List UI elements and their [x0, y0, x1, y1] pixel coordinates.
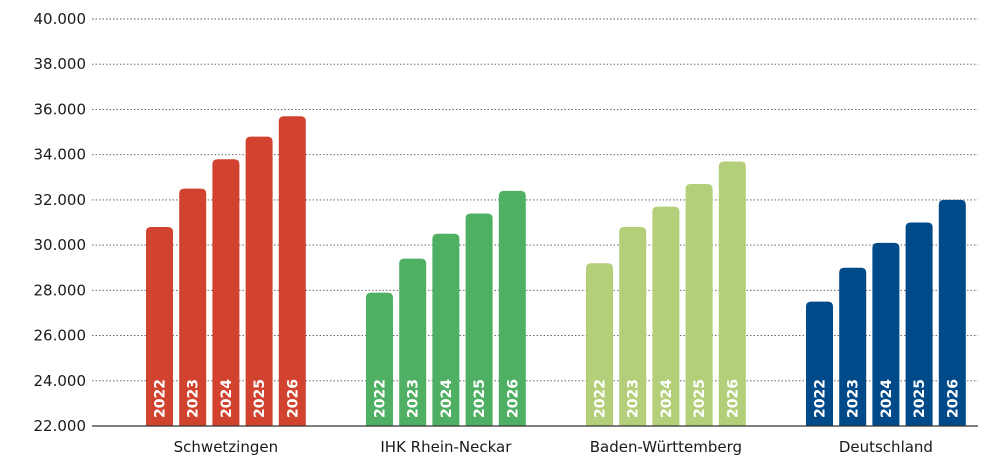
x-axis-category-labels: Schwetzingen IHK Rhein-Neckar Baden-Württe…: [174, 438, 933, 456]
bar-year-label: 2024: [879, 379, 895, 418]
y-tick-label: 24.000: [34, 372, 87, 390]
bar-year-label: 2022: [373, 379, 389, 418]
x-category-label: Baden-Württemberg: [590, 438, 742, 456]
x-category-label: Deutschland: [839, 438, 933, 456]
bar-year-label: 2024: [439, 379, 455, 418]
bar-year-label: 2026: [725, 379, 741, 418]
bar: [938, 199, 966, 426]
x-category-label: Schwetzingen: [174, 438, 278, 456]
bars: 2022 2023 2024 2025 2026 2022 2023 2024 2025 2026…: [146, 116, 966, 427]
y-axis-tick-labels: 22.000 24.000 26.000 28.000 30.000 32.000 34.0…: [34, 10, 87, 435]
bar: [465, 213, 493, 426]
y-tick-label: 22.000: [34, 417, 87, 435]
bar: [905, 222, 933, 426]
bar: [839, 267, 867, 426]
bar: [586, 263, 613, 426]
bar-year-label: 2023: [406, 379, 422, 418]
x-category-label: IHK Rhein-Neckar: [380, 438, 512, 456]
bar: [399, 258, 427, 426]
bar: [432, 233, 460, 426]
bar: [179, 188, 207, 426]
bar: [245, 136, 273, 427]
bar: [806, 301, 833, 426]
bar-year-label: 2025: [912, 379, 928, 418]
bar-year-label: 2025: [472, 379, 488, 418]
bar: [498, 190, 526, 426]
bar-year-label: 2025: [692, 379, 708, 418]
bar-year-label: 2026: [945, 379, 961, 418]
bar-year-label: 2022: [813, 379, 829, 418]
gridlines: [92, 18, 978, 382]
y-tick-label: 30.000: [34, 236, 87, 254]
y-tick-label: 26.000: [34, 327, 87, 345]
bar-year-label: 2022: [593, 379, 609, 418]
bar: [366, 292, 393, 426]
y-tick-label: 34.000: [34, 146, 87, 164]
y-tick-label: 38.000: [34, 55, 87, 73]
y-tick-label: 32.000: [34, 191, 87, 209]
bar-group: 2022 2023 2024 2025 2026: [586, 161, 746, 426]
bar: [146, 227, 173, 426]
bar: [212, 159, 240, 426]
bar-group: 2022 2023 2024 2025 2026: [806, 199, 966, 426]
bar-year-label: 2023: [846, 379, 862, 418]
y-tick-label: 36.000: [34, 100, 87, 118]
bar-year-label: 2022: [153, 379, 169, 418]
bar-year-label: 2026: [285, 379, 301, 418]
bar-year-label: 2026: [505, 379, 521, 418]
bar: [278, 116, 306, 426]
bar: [619, 227, 647, 426]
bar-group: 2022 2023 2024 2025 2026: [366, 190, 526, 426]
bar: [652, 206, 680, 426]
bar: [718, 161, 746, 426]
bar-year-label: 2024: [659, 379, 675, 418]
bar-year-label: 2023: [186, 379, 202, 418]
bar-year-label: 2024: [219, 379, 235, 418]
bar-year-label: 2023: [626, 379, 642, 418]
y-tick-label: 28.000: [34, 281, 87, 299]
bar: [685, 184, 713, 426]
y-tick-label: 40.000: [34, 10, 87, 28]
bar-year-label: 2025: [252, 379, 268, 418]
bar: [872, 242, 900, 426]
bar-group: 2022 2023 2024 2025 2026: [146, 116, 306, 427]
